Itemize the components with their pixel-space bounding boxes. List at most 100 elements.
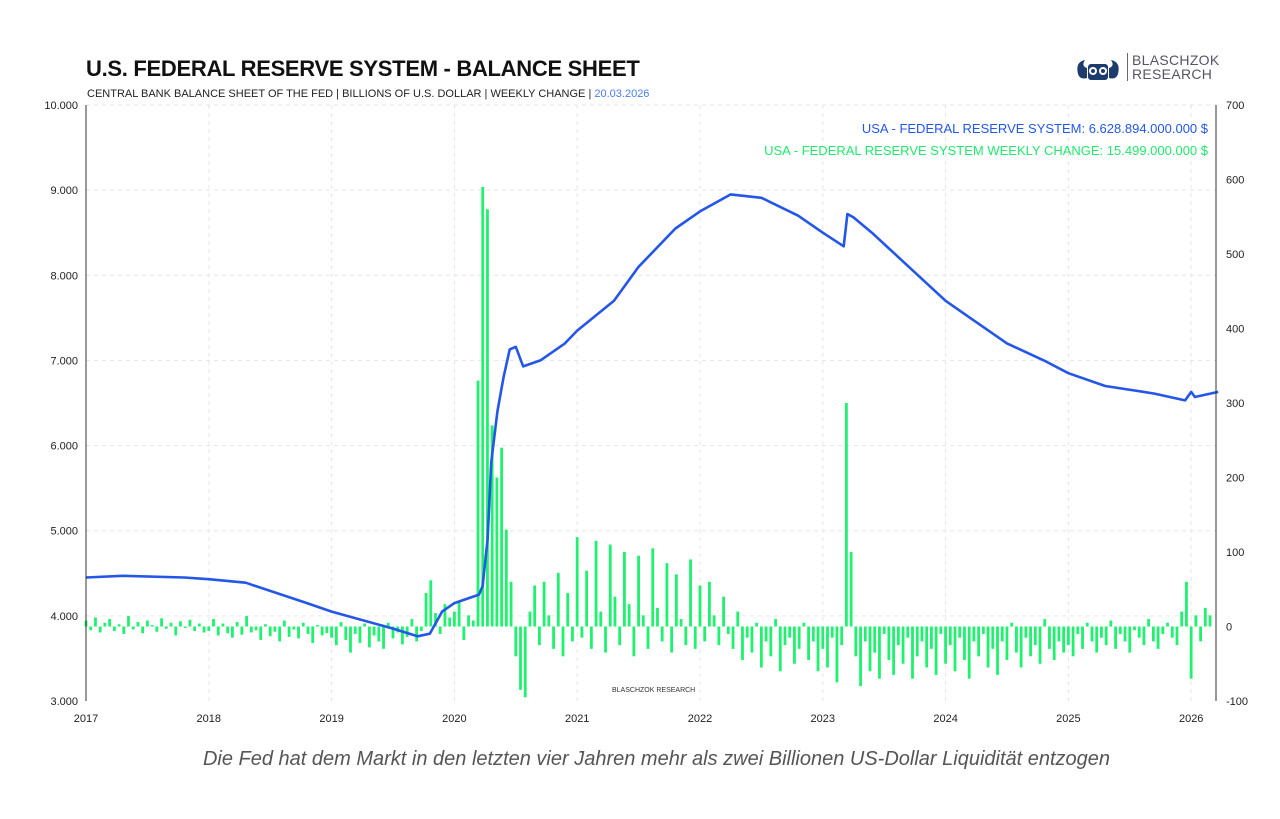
weekly-change-bar (556, 572, 560, 627)
weekly-change-bar (854, 626, 858, 657)
weekly-change-bar (778, 626, 782, 672)
weekly-change-bar (1151, 626, 1155, 642)
subtitle-text: CENTRAL BANK BALANCE SHEET OF THE FED | … (87, 88, 592, 100)
weekly-change-bar (571, 626, 574, 642)
weekly-change-bar (736, 611, 740, 627)
weekly-change-bar (226, 626, 230, 634)
right-tick-label: 500 (1226, 249, 1244, 261)
weekly-change-bar (500, 447, 504, 627)
weekly-change-bar (1166, 622, 1169, 627)
chart-title: U.S. FEDERAL RESERVE SYSTEM - BALANCE SH… (86, 56, 640, 81)
weekly-change-bar (164, 626, 168, 629)
weekly-change-bar (585, 570, 589, 627)
weekly-change-bar (179, 621, 182, 627)
right-tick-label: 400 (1226, 324, 1244, 336)
weekly-change-bar (1038, 626, 1042, 664)
weekly-change-bar (316, 625, 319, 627)
weekly-change-bar (112, 626, 116, 631)
weekly-change-bar (589, 626, 593, 649)
weekly-change-bar (703, 626, 707, 642)
weekly-change-bar (929, 626, 933, 649)
weekly-change-bar (750, 626, 754, 653)
weekly-change-bar (231, 626, 234, 638)
weekly-change-bar (963, 626, 966, 661)
weekly-change-bar (552, 626, 555, 649)
weekly-change-bar (122, 626, 126, 634)
weekly-change-bar (878, 626, 881, 679)
weekly-change-bar (268, 626, 272, 637)
weekly-change-bar (193, 626, 197, 631)
weekly-change-bar (783, 626, 787, 646)
weekly-change-bar (1048, 626, 1051, 649)
weekly-change-bar (561, 626, 565, 657)
weekly-change-bar (108, 619, 112, 627)
weekly-change-bar (358, 626, 362, 643)
weekly-change-bar (235, 622, 239, 627)
weekly-change-bar (443, 604, 447, 627)
weekly-change-bar (89, 626, 93, 631)
weekly-change-bar (391, 626, 395, 639)
weekly-change-bar (797, 626, 801, 649)
weekly-change-bar (996, 626, 999, 675)
weekly-change-bar (547, 615, 551, 627)
weekly-change-bar (1161, 626, 1165, 634)
weekly-change-bar (301, 622, 305, 627)
weekly-change-bar (1123, 626, 1127, 642)
weekly-change-bar (859, 626, 862, 687)
weekly-change-bar (741, 626, 744, 661)
weekly-change-bar (1189, 626, 1193, 679)
weekly-change-bar (821, 626, 825, 649)
weekly-change-bar (264, 624, 267, 627)
weekly-change-bar (849, 552, 853, 627)
weekly-change-bar (1076, 626, 1080, 634)
weekly-change-bar (844, 403, 848, 627)
weekly-change-bar (1015, 626, 1018, 653)
weekly-change-bar (1156, 626, 1160, 649)
x-tick-label: 2021 (565, 713, 589, 725)
weekly-change-bar (594, 540, 598, 627)
weekly-change-bar (788, 626, 792, 638)
weekly-change-bar (471, 620, 475, 627)
weekly-change-bar (717, 626, 721, 646)
weekly-change-bar (807, 626, 811, 661)
weekly-change-bar (830, 626, 834, 638)
weekly-change-bar (98, 626, 102, 633)
legend-balance-sheet: USA - FEDERAL RESERVE SYSTEM: 6.628.894.… (861, 121, 1208, 136)
weekly-change-bar (424, 592, 428, 627)
weekly-change-bar (259, 626, 263, 640)
weekly-change-bar (117, 624, 121, 627)
weekly-change-bar (1019, 626, 1023, 668)
weekly-change-bar (150, 625, 154, 627)
weekly-change-bar (363, 623, 367, 627)
weekly-change-bar (1085, 622, 1089, 627)
weekly-change-bar (401, 626, 404, 645)
weekly-change-bar (344, 626, 348, 640)
weekly-change-bar (1005, 626, 1009, 661)
weekly-change-bar (311, 626, 315, 643)
weekly-change-bar (944, 626, 947, 664)
weekly-change-bar (722, 596, 725, 627)
x-tick-label: 2023 (811, 713, 835, 725)
weekly-change-bar (1180, 611, 1184, 627)
weekly-change-bar (892, 626, 896, 675)
weekly-change-bar (490, 425, 494, 627)
right-tick-label: -100 (1226, 696, 1248, 708)
weekly-change-bar (377, 626, 381, 642)
weekly-change-bar (476, 380, 480, 627)
weekly-change-bar (802, 622, 806, 627)
weekly-change-bar (816, 626, 820, 672)
weekly-change-bar (684, 626, 688, 646)
weekly-change-bar (481, 186, 485, 627)
blaschzok-logo: BLASCHZOK RESEARCH (1075, 52, 1220, 82)
logo-line2: RESEARCH (1132, 66, 1213, 82)
chart-subtitle: CENTRAL BANK BALANCE SHEET OF THE FED | … (87, 88, 649, 100)
weekly-change-bar (759, 626, 763, 668)
caption: Die Fed hat dem Markt in den letzten vie… (202, 748, 1111, 770)
weekly-change-bar (925, 626, 929, 668)
weekly-change-bar (1147, 619, 1151, 627)
data-date: 20.03.2026 (594, 88, 650, 100)
weekly-change-bar (330, 626, 333, 638)
weekly-change-bar (1081, 626, 1084, 649)
weekly-change-bar (504, 529, 508, 627)
